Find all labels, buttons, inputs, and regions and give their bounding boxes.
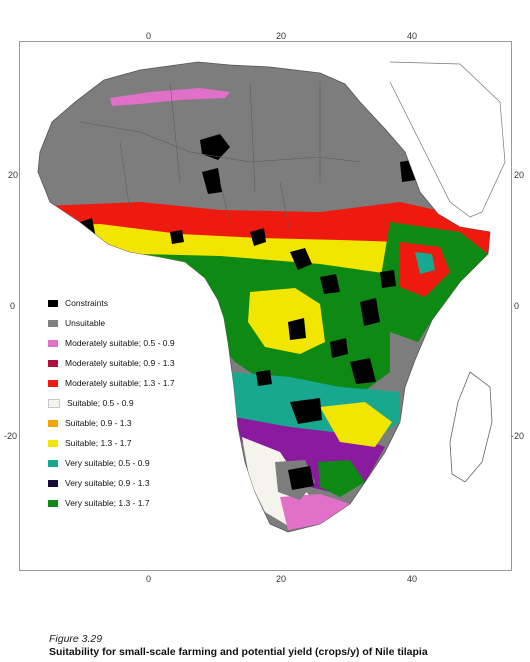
legend-item: Unsuitable bbox=[48, 317, 105, 329]
legend-label: Moderately suitable; 0.9 - 1.3 bbox=[65, 358, 175, 368]
legend-swatch bbox=[48, 299, 58, 307]
lon-tick-bottom-20: 20 bbox=[276, 574, 287, 584]
lon-tick-top-20: 20 bbox=[276, 31, 287, 41]
legend-swatch bbox=[48, 359, 58, 367]
legend-swatch bbox=[48, 479, 58, 487]
map-frame bbox=[19, 41, 512, 571]
country-borders bbox=[79, 81, 361, 233]
legend-label: Constraints bbox=[65, 298, 108, 308]
legend-swatch bbox=[48, 339, 58, 347]
zone-north-moderate-low bbox=[110, 88, 230, 106]
lat-tick-left-0: 0 bbox=[10, 301, 16, 311]
madagascar bbox=[449, 371, 493, 483]
lat-tick-right-0: 0 bbox=[514, 301, 520, 311]
lat-tick-right-neg20: -20 bbox=[511, 431, 525, 441]
legend-label: Suitable; 0.5 - 0.9 bbox=[67, 398, 134, 408]
lon-tick-bottom-40: 40 bbox=[407, 574, 418, 584]
lat-tick-right-20: 20 bbox=[514, 170, 525, 180]
legend-item: Constraints bbox=[48, 297, 108, 309]
lat-tick-left-neg20: -20 bbox=[4, 431, 18, 441]
africa-suitability-map bbox=[37, 61, 506, 533]
legend-item: Suitable; 0.9 - 1.3 bbox=[48, 417, 132, 429]
lat-tick-left-20: 20 bbox=[8, 170, 19, 180]
legend-swatch bbox=[48, 398, 60, 408]
figure-number: Figure 3.29 bbox=[49, 633, 103, 645]
legend-swatch bbox=[48, 439, 58, 447]
lon-tick-top-40: 40 bbox=[407, 31, 418, 41]
legend-item: Very suitable; 1.3 - 1.7 bbox=[48, 497, 150, 509]
legend-label: Suitable; 1.3 - 1.7 bbox=[65, 438, 132, 448]
arabia-coast bbox=[389, 61, 506, 218]
constraints-blotches bbox=[80, 134, 416, 490]
legend-item: Suitable; 0.5 - 0.9 bbox=[48, 397, 134, 409]
legend-label: Very suitable; 1.3 - 1.7 bbox=[65, 498, 150, 508]
legend-item: Moderately suitable; 0.5 - 0.9 bbox=[48, 337, 175, 349]
legend-label: Unsuitable bbox=[65, 318, 106, 328]
lon-tick-top-0: 0 bbox=[146, 31, 152, 41]
legend-label: Moderately suitable; 0.5 - 0.9 bbox=[65, 338, 175, 348]
legend-swatch bbox=[48, 379, 58, 387]
legend-item: Suitable; 1.3 - 1.7 bbox=[48, 437, 132, 449]
lon-tick-bottom-0: 0 bbox=[146, 574, 152, 584]
legend-item: Moderately suitable; 1.3 - 1.7 bbox=[48, 377, 175, 389]
legend-swatch bbox=[48, 319, 58, 327]
legend-label: Very suitable; 0.9 - 1.3 bbox=[65, 478, 150, 488]
figure-title: Suitability for small-scale farming and … bbox=[49, 646, 428, 658]
legend-label: Moderately suitable; 1.3 - 1.7 bbox=[65, 378, 175, 388]
legend-label: Very suitable; 0.5 - 0.9 bbox=[65, 458, 150, 468]
zone-southern-magenta bbox=[280, 494, 350, 530]
legend-item: Moderately suitable; 0.9 - 1.3 bbox=[48, 357, 175, 369]
legend-swatch bbox=[48, 419, 58, 427]
legend-swatch bbox=[48, 459, 58, 467]
legend-swatch bbox=[48, 499, 58, 507]
zone-southern-yellow bbox=[320, 402, 392, 447]
legend-item: Very suitable; 0.9 - 1.3 bbox=[48, 477, 150, 489]
legend-item: Very suitable; 0.5 - 0.9 bbox=[48, 457, 150, 469]
legend-label: Suitable; 0.9 - 1.3 bbox=[65, 418, 132, 428]
